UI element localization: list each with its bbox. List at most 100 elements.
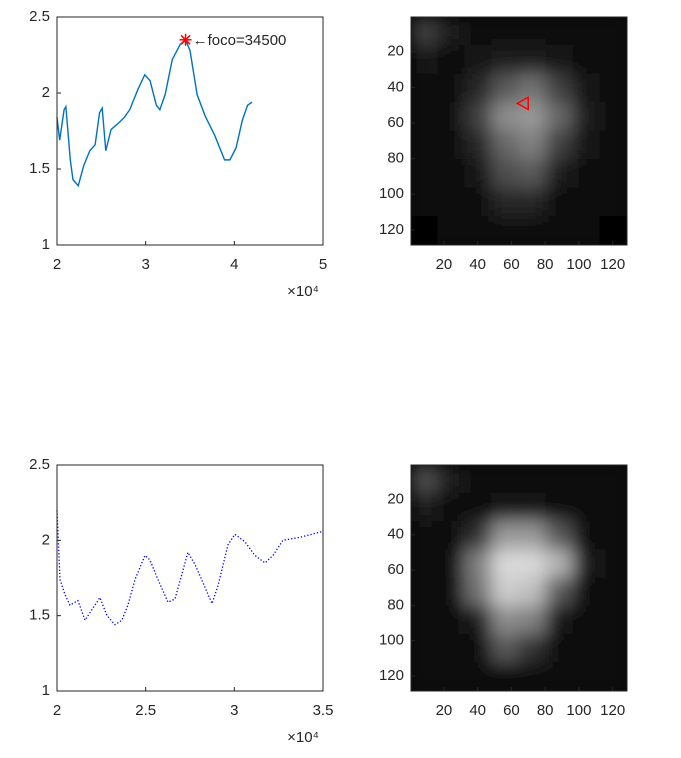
pixel xyxy=(518,521,547,551)
image xyxy=(411,465,627,691)
pixel xyxy=(572,216,601,245)
pixel xyxy=(572,73,601,103)
pixel xyxy=(545,102,574,132)
pixel xyxy=(518,159,547,189)
pixel xyxy=(518,577,547,607)
pixel xyxy=(518,634,547,664)
pixel xyxy=(437,159,466,189)
x-tick-label: 100 xyxy=(566,702,591,719)
x-tick-label: 120 xyxy=(600,702,625,719)
x-tick-label: 3 xyxy=(141,256,149,273)
y-tick-label: 20 xyxy=(387,43,404,60)
y-tick-label: 100 xyxy=(379,185,404,202)
pixel xyxy=(464,17,493,46)
pixel xyxy=(599,102,627,132)
pixel xyxy=(491,102,520,132)
pixel xyxy=(545,634,574,664)
pixel xyxy=(411,577,439,607)
pixel xyxy=(518,73,547,103)
pixel xyxy=(545,130,574,160)
pixel xyxy=(518,45,547,75)
pixel xyxy=(599,130,627,160)
y-tick-label: 2.5 xyxy=(29,8,50,25)
pixel xyxy=(411,73,439,103)
pixel xyxy=(545,216,574,245)
y-tick-label: 1 xyxy=(42,682,50,699)
marker xyxy=(515,96,529,111)
pixel xyxy=(599,73,627,103)
pixel xyxy=(437,130,466,160)
x-tick-label: 100 xyxy=(566,256,591,273)
axes-box xyxy=(410,464,628,692)
y-tick-label: 120 xyxy=(379,667,404,684)
pixel xyxy=(491,465,520,494)
pixel xyxy=(599,549,627,579)
pixel xyxy=(545,17,574,46)
pixel xyxy=(464,45,493,75)
pixel xyxy=(464,216,493,245)
image-pixels xyxy=(411,465,627,691)
pixel xyxy=(464,73,493,103)
x-tick-label: 60 xyxy=(503,256,520,273)
pixel xyxy=(545,577,574,607)
pixel xyxy=(491,662,520,691)
pixel xyxy=(437,634,466,664)
pixel xyxy=(491,17,520,46)
pixel xyxy=(599,17,627,46)
pixel xyxy=(599,605,627,635)
pixel xyxy=(464,465,493,494)
pixel xyxy=(411,492,439,522)
pixel xyxy=(411,605,439,635)
pixel xyxy=(411,521,439,551)
y-tick-label: 2.5 xyxy=(29,456,50,473)
pixel xyxy=(572,634,601,664)
pixel xyxy=(491,216,520,245)
image xyxy=(411,17,627,245)
y-tick-label: 60 xyxy=(387,114,404,131)
pixel xyxy=(491,130,520,160)
pixel xyxy=(518,605,547,635)
axes-box xyxy=(56,16,324,246)
pixel xyxy=(437,577,466,607)
x-tick-label: 4 xyxy=(230,256,238,273)
pixel xyxy=(464,102,493,132)
subplot: 20 40 60 80 100 120 20 40 60 80 100 120 xyxy=(379,16,628,273)
y-tick-label: 40 xyxy=(387,526,404,543)
pixel xyxy=(437,102,466,132)
pixel xyxy=(572,465,601,494)
x-tick-label: 80 xyxy=(537,256,554,273)
pixel xyxy=(599,577,627,607)
pixel xyxy=(572,549,601,579)
pixel xyxy=(572,521,601,551)
pixel xyxy=(411,17,439,46)
pixel xyxy=(545,159,574,189)
pixel xyxy=(464,549,493,579)
pixel xyxy=(545,45,574,75)
x-tick-label: 80 xyxy=(537,702,554,719)
pixel xyxy=(599,662,627,691)
pixel xyxy=(518,130,547,160)
pixel xyxy=(545,549,574,579)
pixel xyxy=(437,187,466,217)
pixel xyxy=(545,521,574,551)
pixel xyxy=(599,45,627,75)
x-tick-label: 2.5 xyxy=(135,702,156,719)
pixel xyxy=(545,465,574,494)
subplot: 20 40 60 80 100 120 20 40 60 80 100 120 xyxy=(379,464,628,719)
pixel xyxy=(572,577,601,607)
y-tick-label: 1.5 xyxy=(29,607,50,624)
pixel xyxy=(518,187,547,217)
axes-box xyxy=(410,16,628,246)
pixel xyxy=(491,492,520,522)
pixel xyxy=(599,465,627,494)
pixel xyxy=(464,605,493,635)
pixel xyxy=(545,73,574,103)
star-stroke xyxy=(180,34,191,45)
y-tick-label: 2 xyxy=(42,531,50,548)
pixel xyxy=(491,159,520,189)
pixel xyxy=(572,130,601,160)
pixel xyxy=(572,187,601,217)
pixel xyxy=(545,605,574,635)
subplot: 2 2.5 3 3.5 1 1.5 2 2.5 ×10⁴ xyxy=(29,456,333,746)
